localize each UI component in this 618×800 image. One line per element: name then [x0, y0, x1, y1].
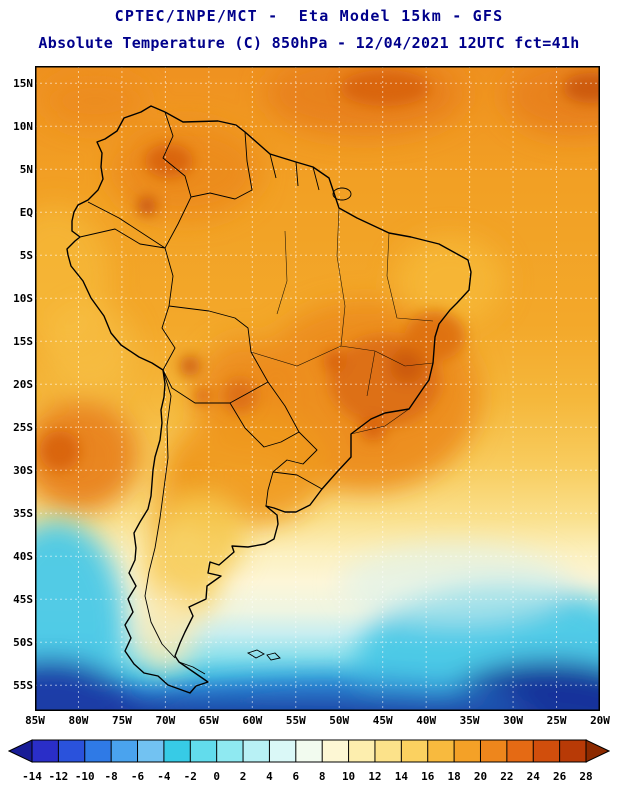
colorbar-segment	[137, 739, 166, 763]
colorbar-tick-label: 24	[527, 770, 541, 783]
colorbar-tick-label: 20	[474, 770, 487, 783]
colorbar-tick-label: 2	[240, 770, 247, 783]
lon-tick-label: 85W	[25, 714, 45, 727]
temperature-map	[35, 66, 600, 711]
colorbar-tick-label: 8	[319, 770, 326, 783]
colorbar-segment	[321, 739, 350, 763]
lon-tick-label: 55W	[285, 714, 306, 727]
country-borders	[79, 111, 323, 675]
colorbar-tick-label: 12	[368, 770, 381, 783]
colorbar-tick-label: 6	[292, 770, 299, 783]
colorbar-segment	[295, 739, 324, 763]
falkland-islands	[246, 649, 281, 661]
lon-tick-label: 50W	[329, 714, 350, 727]
colorbar-segment	[189, 739, 218, 763]
colorbar-tick-label: 28	[579, 770, 592, 783]
colorbar-segment	[163, 739, 192, 763]
lon-tick-label: 75W	[111, 714, 132, 727]
plot-title-line1: CPTEC/INPE/MCT - Eta Model 15km - GFS	[114, 7, 504, 25]
lat-tick-label: 10S	[13, 291, 33, 305]
colorbar-segment	[532, 739, 561, 763]
lat-tick-label: EQ	[19, 205, 33, 219]
lon-tick-label: 25W	[546, 714, 567, 727]
colorbar-segment	[506, 739, 535, 763]
colorbar-tick-label: 18	[447, 770, 460, 783]
lon-tick-label: 20W	[590, 714, 610, 727]
lon-tick-label: 30W	[503, 714, 523, 727]
graticule	[35, 66, 600, 711]
colorbar-tick-label: -10	[75, 770, 95, 783]
south-america-coastline	[66, 105, 472, 694]
colorbar-tick-label: 0	[213, 770, 220, 783]
lat-tick-label: 50S	[13, 635, 33, 649]
plot-title-line2: Absolute Temperature (C) 850hPa - 12/04/…	[38, 34, 580, 52]
colorbar-tick-label: -4	[157, 770, 171, 783]
colorbar-arrow-left	[8, 739, 33, 763]
colorbar-tick-label: 4	[266, 770, 273, 783]
colorbar-segment	[374, 739, 403, 763]
lat-tick-label: 15S	[13, 334, 33, 348]
lon-tick-label: 70W	[155, 714, 176, 727]
lon-tick-label: 80W	[68, 714, 89, 727]
lat-tick-label: 40S	[13, 549, 33, 563]
colorbar-tick-label: 14	[395, 770, 409, 783]
colorbar-segment	[427, 739, 456, 763]
colorbar-segment	[57, 739, 86, 763]
colorbar-tick-label: -2	[184, 770, 197, 783]
state-borders	[250, 207, 434, 435]
lat-tick-label: 10N	[13, 119, 33, 133]
lat-tick-label: 35S	[13, 506, 33, 520]
temperature-colorbar: -14 -12 -10 -8 -6 -4 -2 0 2 4 6 8 10 12 14 16 18 20 22 24 26…	[8, 739, 610, 783]
lon-tick-label: 40W	[416, 714, 437, 727]
temperature-field	[35, 66, 600, 711]
colorbar-tick-label: -8	[105, 770, 118, 783]
colorbar-arrow-right	[585, 739, 610, 763]
colorbar-segment	[479, 739, 508, 763]
colorbar-segment	[31, 739, 60, 763]
colorbar-tick-label: 16	[421, 770, 435, 783]
colorbar-segment	[268, 739, 297, 763]
lat-tick-label: 5S	[19, 248, 33, 262]
colorbar-tick-label: -14	[22, 770, 42, 783]
lon-tick-label: 35W	[459, 714, 480, 727]
colorbar-segment	[348, 739, 377, 763]
colorbar-segment	[400, 739, 429, 763]
lon-tick-label: 65W	[198, 714, 219, 727]
colorbar-tick-label: 10	[342, 770, 355, 783]
colorbar-tick-label: -12	[48, 770, 68, 783]
colorbar-tick-label: -6	[131, 770, 145, 783]
lat-tick-label: 20S	[13, 377, 33, 391]
lon-tick-label: 60W	[242, 714, 263, 727]
colorbar-segment	[84, 739, 113, 763]
colorbar-segment	[110, 739, 139, 763]
colorbar-segment	[453, 739, 482, 763]
colorbar-tick-label: 22	[500, 770, 513, 783]
lat-tick-label: 25S	[13, 420, 33, 434]
lat-tick-label: 15N	[13, 76, 33, 90]
marajo-island	[332, 187, 352, 201]
lon-tick-label: 45W	[372, 714, 393, 727]
lat-tick-label: 5N	[19, 162, 33, 176]
lat-tick-label: 30S	[13, 463, 33, 477]
lat-tick-label: 55S	[13, 678, 33, 692]
colorbar-segment	[216, 739, 245, 763]
colorbar-segment	[559, 739, 588, 763]
map-frame	[35, 66, 600, 711]
coastlines-and-borders	[66, 105, 472, 694]
colorbar-segment	[242, 739, 271, 763]
colorbar-tick-label: 26	[553, 770, 567, 783]
lat-tick-label: 45S	[13, 592, 33, 606]
